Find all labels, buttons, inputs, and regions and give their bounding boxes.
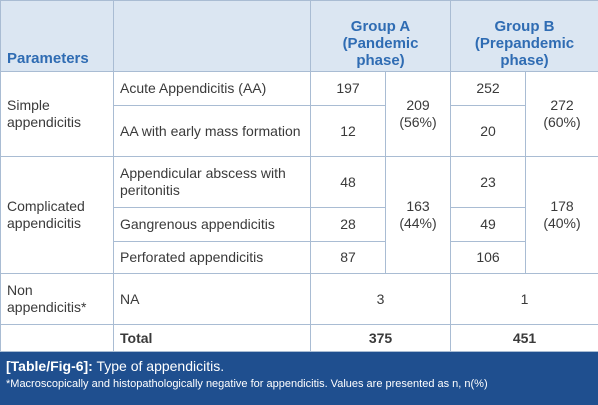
group-cell: Complicated appendicitis [1,157,114,274]
group-phase: (Prepandemic phase) [470,35,580,69]
caption-title: [Table/Fig-6]: Type of appendicitis. [6,356,592,376]
total-label: Total [114,325,311,352]
value-cell: 20 [451,106,526,157]
header-cell: Group B(Prepandemic phase) [451,1,598,72]
value-cell: 87 [311,242,386,274]
cell [1,325,114,352]
value-cell: 12 [311,106,386,157]
total-value: 451 [451,325,598,352]
header-cell: Parameters [1,1,114,72]
caption: [Table/Fig-6]: Type of appendicitis. *Ma… [0,352,598,405]
value-cell: 28 [311,208,386,242]
group-cell: Non appendicitis* [1,274,114,325]
group-name: Group A [351,18,410,35]
label-cell: Perforated appendicitis [114,242,311,274]
subtotal-cell: 209 (56%) [386,72,451,157]
subtotal-cell: 163 (44%) [386,157,451,274]
caption-text: Type of appendicitis. [96,358,224,374]
header-cell [114,1,311,72]
value-cell: 3 [311,274,451,325]
row: Complicated appendicitis Appendicular ab… [1,157,598,208]
label-cell: Appendicular abscess with peritonitis [114,157,311,208]
subtotal: 163 (44%) [392,198,444,232]
header-cell: Group A(Pandemic phase) [311,1,451,72]
label-cell: Acute Appendicitis (AA) [114,72,311,106]
caption-note: *Macroscopically and histopathologically… [6,376,592,392]
label-cell: Gangrenous appendicitis [114,208,311,242]
group-name: Group B [495,18,555,35]
subtotal-cell: 178 (40%) [526,157,598,274]
value-cell: 23 [451,157,526,208]
subtotal-cell: 272 (60%) [526,72,598,157]
total-row: Total 375 451 [1,325,598,352]
caption-tag: [Table/Fig-6]: [6,358,93,374]
group-phase: (Pandemic phase) [326,35,436,69]
subtotal: 209 (56%) [392,97,444,131]
subtotal: 178 (40%) [532,198,592,232]
value-cell: 252 [451,72,526,106]
row: Simple appendicitis Acute Appendicitis (… [1,72,598,106]
label-cell: AA with early mass formation [114,106,311,157]
subtotal: 272 (60%) [532,97,592,131]
total-value: 375 [311,325,451,352]
value-cell: 1 [451,274,598,325]
appendicitis-table: Parameters Group A(Pandemic phase) Group… [0,0,598,352]
value-cell: 197 [311,72,386,106]
label-cell: NA [114,274,311,325]
header-row: Parameters Group A(Pandemic phase) Group… [1,1,598,72]
group-label: Non appendicitis* [7,282,107,316]
group-cell: Simple appendicitis [1,72,114,157]
value-cell: 48 [311,157,386,208]
row: Non appendicitis* NA 3 1 [1,274,598,325]
value-cell: 106 [451,242,526,274]
value-cell: 49 [451,208,526,242]
